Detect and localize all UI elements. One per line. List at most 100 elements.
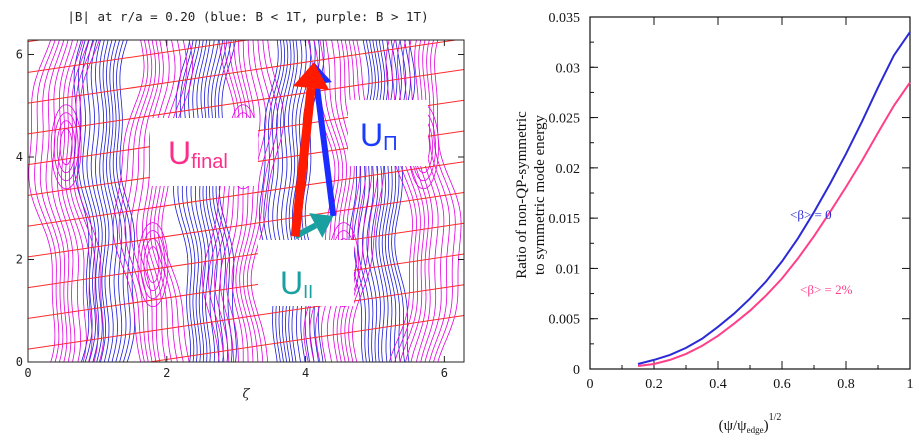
magenta-contour-line (153, 40, 182, 362)
magenta-contour-line (34, 40, 60, 362)
magenta-contour-line (51, 40, 72, 362)
magenta-contour-line (145, 40, 170, 362)
xlabel-close: ) (764, 418, 769, 434)
line-series (637, 31, 911, 367)
magenta-contour-line (157, 40, 188, 362)
blue-contour-line (394, 40, 416, 362)
blue-contour-line (272, 40, 289, 362)
magenta-contour-line (69, 40, 93, 362)
xlabel-sup: 1/2 (769, 412, 782, 423)
blue-contour-line (94, 40, 107, 362)
magenta-contour-line (56, 40, 76, 362)
line-y-tick-label: 0.01 (556, 262, 581, 277)
contour-x-tick-label: 2 (163, 366, 170, 380)
final-label-box (150, 118, 258, 186)
blue-contour-line (218, 40, 237, 362)
blue-contour-line (348, 40, 370, 362)
magenta-contour-line (340, 40, 367, 362)
magenta-contour-line (336, 40, 361, 362)
blue-contour-line (353, 40, 373, 362)
magenta-contour-loop (140, 230, 166, 300)
magenta-contour-line (45, 40, 68, 362)
blue-contour-line (259, 40, 279, 362)
magenta-contour-line (39, 40, 64, 362)
final-label-main: U (168, 135, 191, 171)
magenta-contour-line (124, 40, 153, 362)
magenta-contour-line (65, 40, 87, 362)
magenta-contour-line (136, 40, 160, 362)
line-x-tick-label: 0.4 (709, 377, 727, 392)
blue-contour-line (276, 40, 292, 362)
magenta-contour-line (76, 40, 104, 362)
magenta-contour-line (332, 40, 355, 362)
magenta-contour-line (60, 40, 82, 362)
contour-y-tick-label: 0 (16, 355, 23, 369)
magenta-contour-line (243, 40, 273, 362)
magenta-contour-line (130, 40, 157, 362)
blue-contour-line (177, 40, 195, 362)
magenta-contour-loop (50, 104, 82, 190)
blue-contour-line (202, 40, 215, 362)
line-y-tick-label: 0.025 (549, 112, 581, 127)
par-vector-label: UII (280, 265, 313, 302)
magenta-contour-line (418, 40, 439, 362)
blue-contour-line (99, 40, 110, 362)
contour-chart-title: |B| at r/a = 0.20 (blue: B < 1T, purple:… (67, 9, 428, 24)
blue-contour-line (181, 40, 198, 362)
magenta-contour-line (348, 40, 379, 362)
blue-contour-line (112, 40, 127, 362)
par-label-main: U (280, 265, 303, 301)
perp-label-sub: Π (383, 133, 397, 155)
magenta-contour-line (344, 40, 373, 362)
blue-contour-line (357, 40, 376, 362)
field-line (146, 315, 464, 362)
magenta-contour-line (321, 40, 348, 362)
contour-y-tick-label: 6 (16, 48, 23, 62)
legend-beta0: <β> = 0 (790, 207, 832, 222)
series-line-1 (637, 81, 911, 367)
line-y-tick-label: 0.02 (556, 162, 581, 177)
contour-x-tick-label: 0 (24, 366, 31, 380)
par-vector-head (309, 213, 334, 238)
blue-contour-line (77, 40, 93, 362)
magenta-contour-line (231, 40, 255, 362)
magenta-contour-line (391, 40, 417, 362)
contour-y-tick-label: 4 (16, 150, 23, 164)
blue-contour-line (102, 40, 114, 362)
contour-x-tick-label: 4 (302, 366, 309, 380)
legend-beta2: <β> = 2% (800, 282, 853, 297)
line-axis-ticks: 0 0.2 0.4 0.6 0.8 1 0 0.005 0.01 0.015 0.02 0.025 0.… (549, 11, 914, 392)
magenta-contour-line (426, 40, 451, 362)
contour-x-axis-label: ζ (242, 387, 250, 402)
magenta-contour-line (112, 40, 145, 362)
field-line (28, 253, 464, 319)
blue-contour-line (285, 40, 298, 362)
magenta-contour-line (352, 40, 384, 362)
magenta-contour-line (202, 40, 236, 362)
magenta-contour-line (235, 40, 261, 362)
magenta-contour-line (28, 40, 56, 362)
magenta-contour-line (142, 40, 164, 362)
blue-contour-line (391, 40, 411, 362)
contour-plot-frame (27, 39, 465, 363)
contour-chart: |B| at r/a = 0.20 (blue: B < 1T, purple:… (16, 9, 465, 402)
line-y-tick-label: 0.015 (549, 212, 581, 227)
line-y-axis-label-line2: to symmetric mode energy (532, 114, 548, 275)
blue-contour-line (370, 40, 386, 362)
magenta-contour-line (315, 40, 344, 362)
blue-contour-line (205, 40, 220, 362)
magenta-contour-line (239, 40, 267, 362)
blue-contour-line (267, 40, 286, 362)
line-x-axis-label: (ψ/ψedge)1/2 (719, 412, 782, 435)
line-y-tick-label: 0.005 (549, 313, 581, 328)
blue-contour-line (375, 40, 389, 362)
blue-contour-line (106, 40, 118, 362)
magenta-contour-line (149, 40, 176, 362)
magenta-contour-loop (56, 120, 76, 174)
magenta-contour-loop (137, 222, 169, 308)
blue-contour-line (186, 40, 201, 362)
magenta-contour-line (397, 40, 421, 362)
line-plot-frame (589, 16, 911, 370)
field-lines (28, 40, 464, 362)
